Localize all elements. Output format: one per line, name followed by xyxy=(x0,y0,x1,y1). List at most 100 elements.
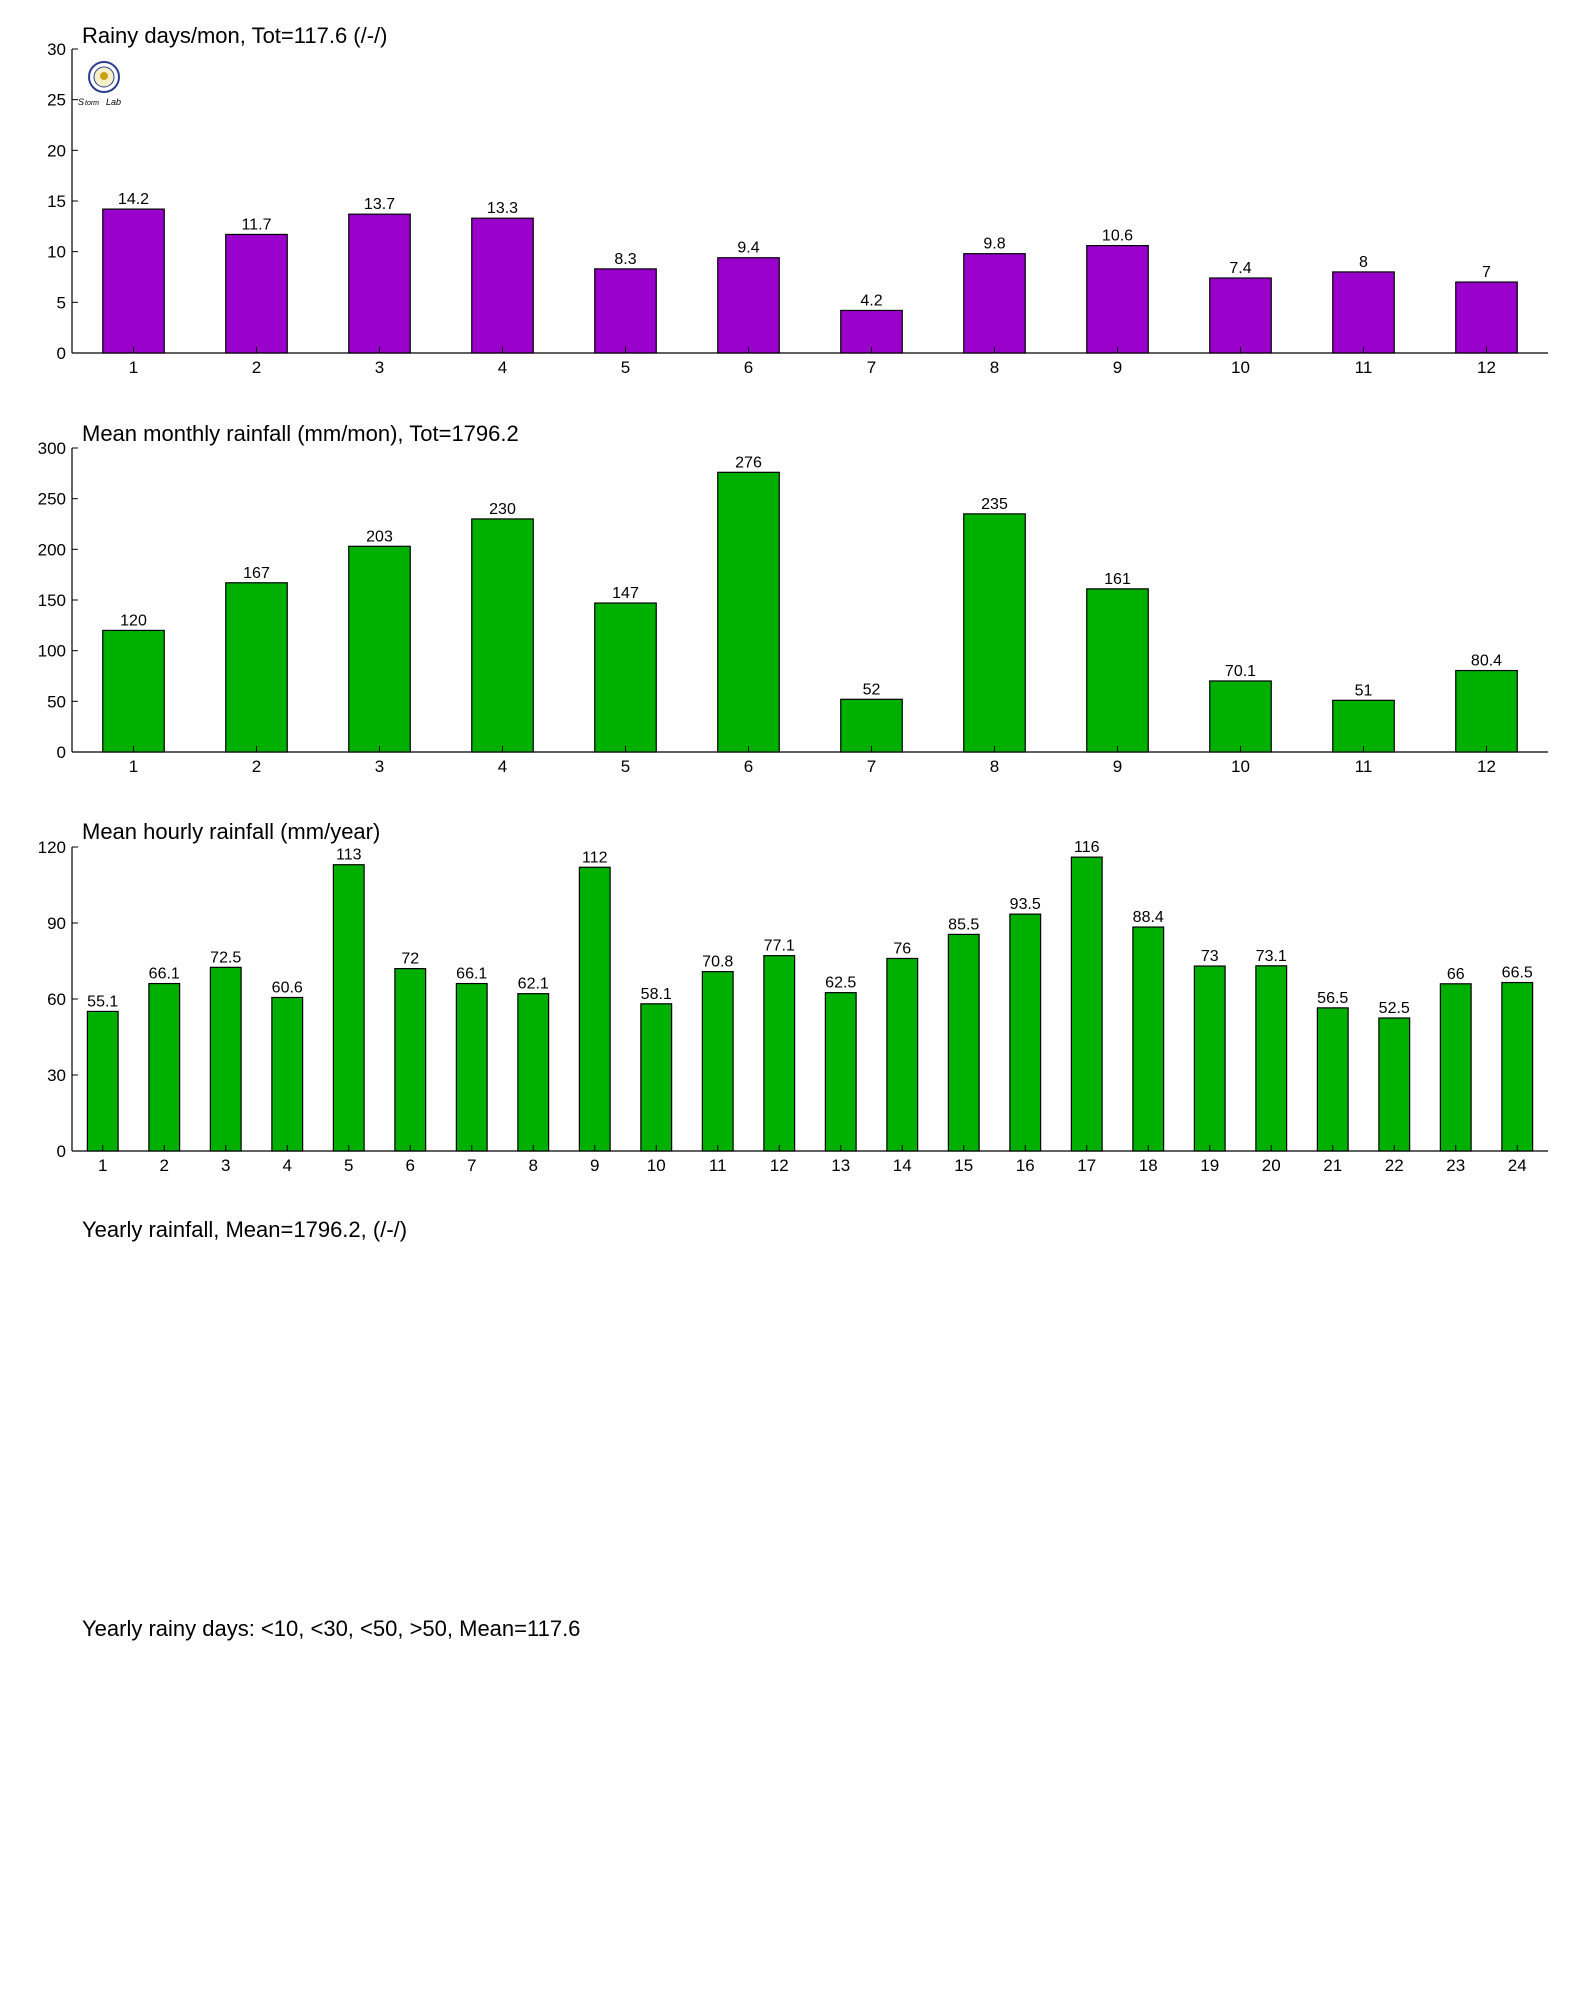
monthly-rainfall-bar-value-label: 52 xyxy=(863,681,881,698)
hourly-rainfall-bar xyxy=(1316,1007,1349,1152)
hourly-rainfall-bar xyxy=(640,1003,673,1152)
rainy-days-y-tick-label: 15 xyxy=(47,192,66,211)
svg-text:S: S xyxy=(78,97,84,107)
monthly-rainfall-y-tick-label: 150 xyxy=(38,591,66,610)
monthly-rainfall-x-tick-label: 6 xyxy=(744,757,753,776)
monthly-rainfall-chart: Mean monthly rainfall (mm/mon), Tot=1796… xyxy=(38,421,1548,776)
hourly-rainfall-bar-value-label: 113 xyxy=(336,847,362,864)
rainy-days-y-tick-label: 30 xyxy=(47,40,66,59)
hourly-rainfall-x-tick-label: 12 xyxy=(770,1156,789,1175)
rainy-days-bar xyxy=(840,309,903,354)
rainy-days-x-tick-label: 8 xyxy=(990,358,999,377)
rainy-days-bar xyxy=(102,208,165,354)
rainy-days-bar-value-label: 8 xyxy=(1359,254,1368,271)
hourly-rainfall-bar xyxy=(1378,1017,1411,1152)
rainy-days-x-tick-label: 4 xyxy=(498,358,507,377)
rainy-days-bar xyxy=(963,253,1026,354)
svg-text:Lab: Lab xyxy=(106,97,121,107)
hourly-rainfall-bar-value-label: 58.1 xyxy=(641,986,672,1003)
hourly-rainfall-y-tick-label: 120 xyxy=(38,838,66,857)
hourly-rainfall-x-tick-label: 17 xyxy=(1077,1156,1096,1175)
monthly-rainfall-x-tick-label: 3 xyxy=(375,757,384,776)
rainy-days-x-tick-label: 7 xyxy=(867,358,876,377)
hourly-rainfall-x-tick-label: 24 xyxy=(1508,1156,1527,1175)
hourly-rainfall-bar-value-label: 66.5 xyxy=(1502,965,1533,982)
monthly-rainfall-bar xyxy=(348,545,411,753)
monthly-rainfall-bar-value-label: 276 xyxy=(735,454,762,471)
hourly-rainfall-bar xyxy=(763,955,796,1152)
rainy-days-bar-value-label: 9.4 xyxy=(737,240,759,257)
monthly-rainfall-bar xyxy=(594,602,657,753)
hourly-rainfall-bar xyxy=(148,982,181,1152)
monthly-rainfall-y-tick-label: 250 xyxy=(38,490,66,509)
rainy-days-x-tick-label: 10 xyxy=(1231,358,1250,377)
hourly-rainfall-bar-value-label: 62.5 xyxy=(825,975,856,992)
hourly-rainfall-x-tick-label: 5 xyxy=(344,1156,353,1175)
hourly-rainfall-x-tick-label: 20 xyxy=(1262,1156,1281,1175)
rainy-days-bar xyxy=(225,233,288,354)
hourly-rainfall-x-tick-label: 3 xyxy=(221,1156,230,1175)
hourly-rainfall-bar xyxy=(1009,913,1042,1152)
hourly-rainfall-x-tick-label: 23 xyxy=(1446,1156,1465,1175)
monthly-rainfall-x-tick-label: 9 xyxy=(1113,757,1122,776)
hourly-rainfall-bar-value-label: 62.1 xyxy=(518,976,549,993)
rainy-days-x-tick-label: 6 xyxy=(744,358,753,377)
rainy-days-y-tick-label: 0 xyxy=(57,344,66,363)
monthly-rainfall-y-tick-label: 0 xyxy=(57,743,66,762)
monthly-rainfall-bar-value-label: 51 xyxy=(1355,682,1373,699)
hourly-rainfall-x-tick-label: 15 xyxy=(954,1156,973,1175)
monthly-rainfall-bar-value-label: 235 xyxy=(981,496,1008,513)
rainy-days-y-tick-label: 10 xyxy=(47,243,66,262)
hourly-rainfall-bar xyxy=(1070,856,1103,1152)
hourly-rainfall-x-tick-label: 22 xyxy=(1385,1156,1404,1175)
hourly-rainfall-bar xyxy=(701,971,734,1152)
hourly-rainfall-bar-value-label: 52.5 xyxy=(1379,1000,1410,1017)
monthly-rainfall-bar xyxy=(1209,680,1272,753)
monthly-rainfall-bar-value-label: 120 xyxy=(120,612,147,629)
hourly-rainfall-y-tick-label: 90 xyxy=(47,914,66,933)
monthly-rainfall-x-tick-label: 11 xyxy=(1355,757,1373,776)
monthly-rainfall-x-tick-label: 8 xyxy=(990,757,999,776)
hourly-rainfall-bar-value-label: 88.4 xyxy=(1133,909,1164,926)
rainy-days-bar-value-label: 7.4 xyxy=(1229,260,1251,277)
hourly-rainfall-x-tick-label: 11 xyxy=(709,1156,727,1175)
rainy-days-bar-value-label: 4.2 xyxy=(860,292,882,309)
rainy-days-bar xyxy=(1455,281,1518,354)
hourly-rainfall-y-tick-label: 30 xyxy=(47,1066,66,1085)
yearly-rainy-days-title: Yearly rainy days: <10, <30, <50, >50, M… xyxy=(82,1616,580,1641)
rainy-days-x-tick-label: 11 xyxy=(1355,358,1373,377)
svg-text:torm: torm xyxy=(85,100,99,107)
hourly-rainfall-x-tick-label: 9 xyxy=(590,1156,599,1175)
hourly-rainfall-bar-value-label: 93.5 xyxy=(1010,896,1041,913)
rainy-days-bar xyxy=(1209,277,1272,354)
rainy-days-x-tick-label: 5 xyxy=(621,358,630,377)
hourly-rainfall-bar-value-label: 85.5 xyxy=(948,916,979,933)
hourly-rainfall-bar xyxy=(578,866,611,1152)
monthly-rainfall-bar xyxy=(717,471,780,753)
monthly-rainfall-bar-value-label: 80.4 xyxy=(1471,653,1502,670)
rainy-days-x-tick-label: 1 xyxy=(129,358,138,377)
monthly-rainfall-x-tick-label: 1 xyxy=(129,757,138,776)
monthly-rainfall-bar xyxy=(840,698,903,753)
rainy-days-bar-value-label: 14.2 xyxy=(118,191,149,208)
rainy-days-bar xyxy=(348,213,411,354)
hourly-rainfall-bar-value-label: 66 xyxy=(1447,966,1465,983)
hourly-rainfall-bar-value-label: 72.5 xyxy=(210,949,241,966)
hourly-rainfall-y-tick-label: 60 xyxy=(47,990,66,1009)
rainy-days-bar xyxy=(1086,244,1149,354)
hourly-rainfall-bar-value-label: 66.1 xyxy=(456,966,487,983)
monthly-rainfall-y-tick-label: 100 xyxy=(38,642,66,661)
rainy-days-bar-value-label: 13.7 xyxy=(364,196,395,213)
hourly-rainfall-x-tick-label: 18 xyxy=(1139,1156,1158,1175)
rainy-days-bar xyxy=(1332,271,1395,354)
lab-seal-logo-icon: S torm Lab xyxy=(78,61,121,107)
monthly-rainfall-y-tick-label: 200 xyxy=(38,540,66,559)
hourly-rainfall-y-tick-label: 0 xyxy=(57,1142,66,1161)
rainy-days-bar-value-label: 11.7 xyxy=(242,216,272,233)
hourly-rainfall-x-tick-label: 13 xyxy=(831,1156,850,1175)
rainy-days-y-tick-label: 25 xyxy=(47,91,66,110)
hourly-rainfall-bar xyxy=(455,982,488,1152)
monthly-rainfall-bar-value-label: 161 xyxy=(1104,571,1131,588)
hourly-rainfall-bar-value-label: 55.1 xyxy=(87,993,118,1010)
hourly-rainfall-bar-value-label: 60.6 xyxy=(272,979,303,996)
